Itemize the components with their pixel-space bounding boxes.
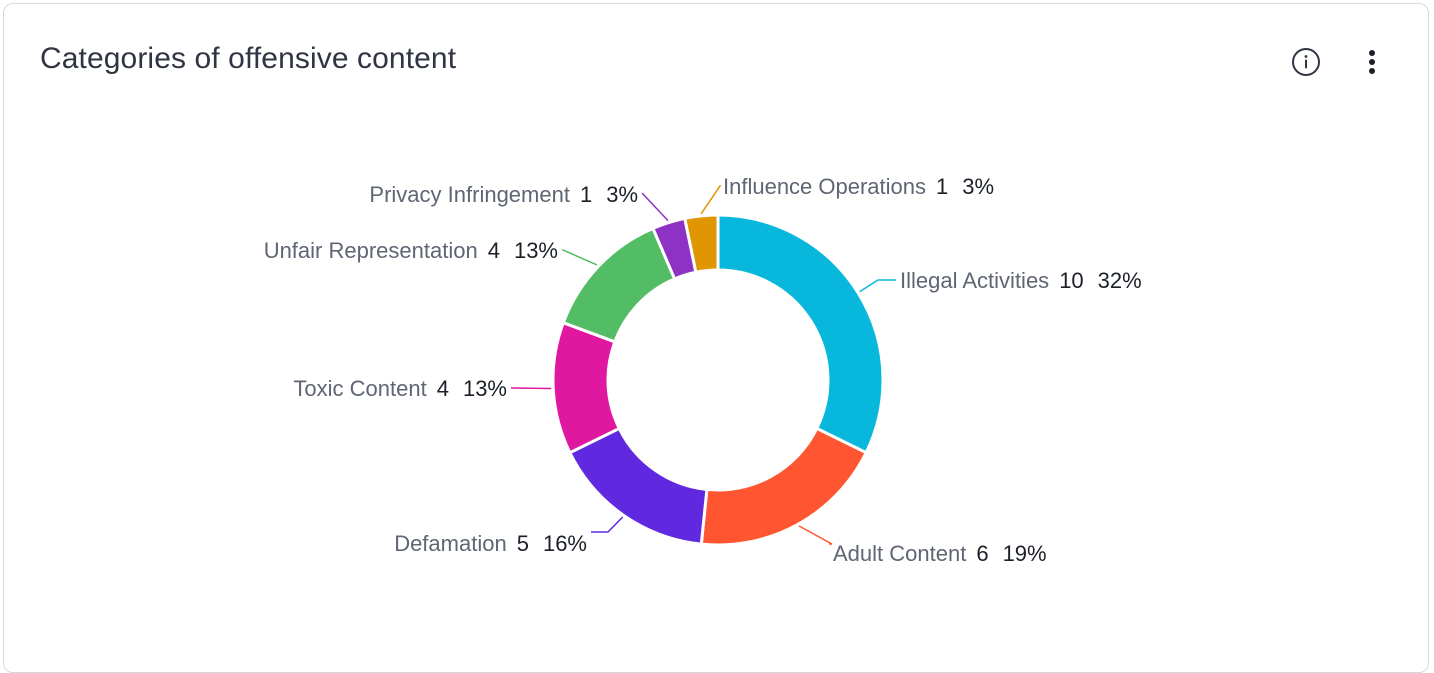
slice-label-count: 4 xyxy=(488,238,500,263)
donut-slice-adult-content[interactable] xyxy=(701,428,866,545)
slice-label-name: Illegal Activities xyxy=(900,268,1049,293)
slice-label: Influence Operations 1 3% xyxy=(723,174,994,199)
slice-label: Toxic Content 4 13% xyxy=(293,376,507,401)
slice-label-percent: 13% xyxy=(463,376,507,401)
slice-label-count: 1 xyxy=(580,182,592,207)
slice-label-count: 10 xyxy=(1059,268,1083,293)
slice-label-percent: 16% xyxy=(543,531,587,556)
slice-label-count: 6 xyxy=(976,541,988,566)
leader-line xyxy=(642,193,668,221)
donut-slice-unfair-representation[interactable] xyxy=(563,228,674,341)
slice-label-name: Privacy Infringement xyxy=(369,182,570,207)
slice-label-percent: 3% xyxy=(606,182,638,207)
donut-slice-toxic-content[interactable] xyxy=(553,323,619,453)
donut-slice-illegal-activities[interactable] xyxy=(718,215,883,453)
slice-label-percent: 13% xyxy=(514,238,558,263)
slice-label-percent: 3% xyxy=(962,174,994,199)
slice-label: Adult Content 6 19% xyxy=(833,541,1047,566)
slice-label: Unfair Representation 4 13% xyxy=(264,238,558,263)
slice-label-count: 1 xyxy=(936,174,948,199)
slice-label-percent: 19% xyxy=(1003,541,1047,566)
slice-label-name: Adult Content xyxy=(833,541,966,566)
slice-label-name: Toxic Content xyxy=(293,376,426,401)
slice-label-name: Influence Operations xyxy=(723,174,926,199)
slice-label: Illegal Activities 10 32% xyxy=(900,268,1142,293)
slice-label-name: Unfair Representation xyxy=(264,238,478,263)
slice-label: Privacy Infringement 1 3% xyxy=(369,182,638,207)
donut-slice-defamation[interactable] xyxy=(570,428,707,544)
leader-line xyxy=(860,280,896,292)
slice-label-count: 5 xyxy=(517,531,529,556)
slice-label-percent: 32% xyxy=(1098,268,1142,293)
slice-label-count: 4 xyxy=(437,376,449,401)
leader-line xyxy=(701,186,720,214)
leader-line xyxy=(562,250,597,265)
leader-line xyxy=(591,517,623,532)
leader-line xyxy=(799,526,832,544)
slice-label-name: Defamation xyxy=(394,531,507,556)
slice-label: Defamation 5 16% xyxy=(394,531,587,556)
